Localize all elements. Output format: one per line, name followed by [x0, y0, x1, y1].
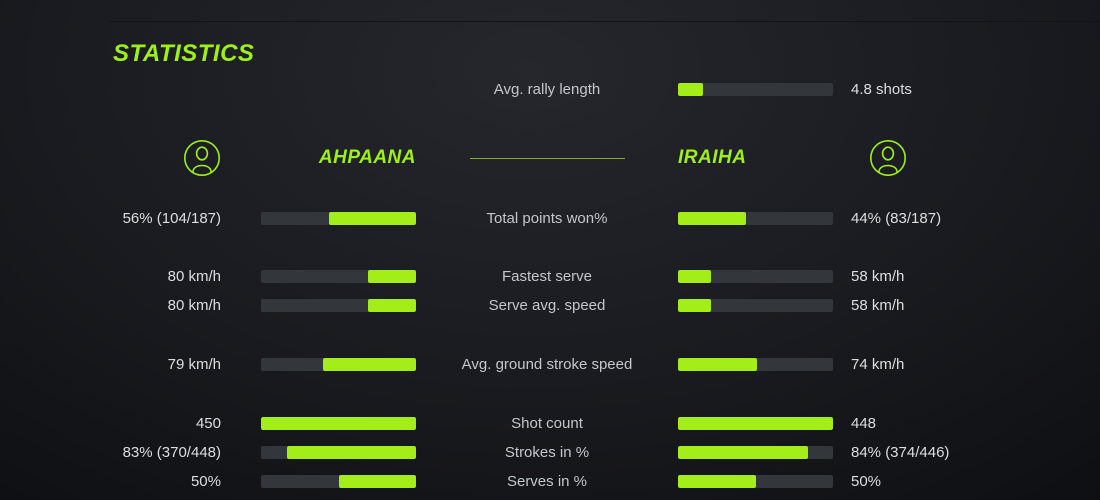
stat-row-avg-ground-stroke-speed: 79 km/h Avg. ground stroke speed 74 km/h — [0, 350, 1100, 379]
rally-bar — [678, 83, 833, 96]
left-player-name: AHPAANA — [318, 147, 416, 168]
stat-row-shot-count: 450 Shot count 448 — [0, 409, 1100, 438]
stat-row-serves-in-pct: 50% Serves in % 50% — [0, 467, 1100, 496]
stat-left-value: 450 — [195, 415, 221, 432]
right-player-avatar-icon — [869, 139, 907, 177]
stat-right-value: 74 km/h — [851, 356, 905, 373]
stat-label: Serve avg. speed — [488, 297, 606, 314]
stat-left-value: 80 km/h — [167, 297, 221, 314]
stat-left-bar — [261, 299, 416, 312]
left-player-avatar-icon — [183, 139, 221, 177]
stat-left-bar — [261, 358, 416, 371]
rally-value: 4.8 shots — [851, 81, 912, 98]
header-separator-line — [110, 21, 1100, 22]
stat-label: Fastest serve — [501, 268, 593, 285]
players-header-row: AHPAANA IRAIHA — [0, 136, 1100, 180]
avg-rally-length-row: Avg. rally length 4.8 shots — [0, 75, 1100, 104]
stat-left-bar — [261, 270, 416, 283]
page-title: STATISTICS — [113, 40, 255, 67]
stat-left-bar — [261, 446, 416, 459]
stat-row-strokes-in-pct: 83% (370/448) Strokes in % 84% (374/446) — [0, 438, 1100, 467]
stat-right-value: 84% (374/446) — [851, 444, 950, 461]
stat-left-value: 83% (370/448) — [122, 444, 221, 461]
stat-right-bar — [678, 358, 833, 371]
stat-right-value: 50% — [851, 473, 882, 490]
stat-left-value: 79 km/h — [167, 356, 221, 373]
stat-right-value: 58 km/h — [851, 268, 905, 285]
stat-label: Shot count — [511, 415, 583, 432]
stat-right-bar — [678, 270, 833, 283]
rally-label: Avg. rally length — [493, 81, 601, 98]
stat-label: Total points won% — [486, 210, 608, 227]
stat-left-value: 80 km/h — [167, 268, 221, 285]
stat-right-value: 58 km/h — [851, 297, 905, 314]
stat-right-value: 44% (83/187) — [851, 210, 942, 227]
stat-right-bar — [678, 446, 833, 459]
stat-row-total-points-won: 56% (104/187) Total points won% 44% (83/… — [0, 204, 1100, 233]
stat-row-fastest-serve: 80 km/h Fastest serve 58 km/h — [0, 262, 1100, 291]
stat-left-bar — [261, 475, 416, 488]
stat-row-serve-avg-speed: 80 km/h Serve avg. speed 58 km/h — [0, 291, 1100, 320]
stat-left-value: 50% — [190, 473, 221, 490]
stat-left-value: 56% (104/187) — [122, 210, 221, 227]
players-divider-line — [469, 157, 625, 159]
stat-right-bar — [678, 299, 833, 312]
stat-right-bar — [678, 417, 833, 430]
stat-right-bar — [678, 475, 833, 488]
stat-right-bar — [678, 212, 833, 225]
stat-left-bar — [261, 417, 416, 430]
stat-left-bar — [261, 212, 416, 225]
right-player-name: IRAIHA — [678, 147, 747, 168]
stat-label: Serves in % — [506, 473, 588, 490]
stat-label: Avg. ground stroke speed — [461, 356, 633, 373]
stats-list: 56% (104/187) Total points won% 44% (83/… — [0, 204, 1100, 496]
stat-label: Strokes in % — [504, 444, 590, 461]
stat-right-value: 448 — [851, 415, 877, 432]
